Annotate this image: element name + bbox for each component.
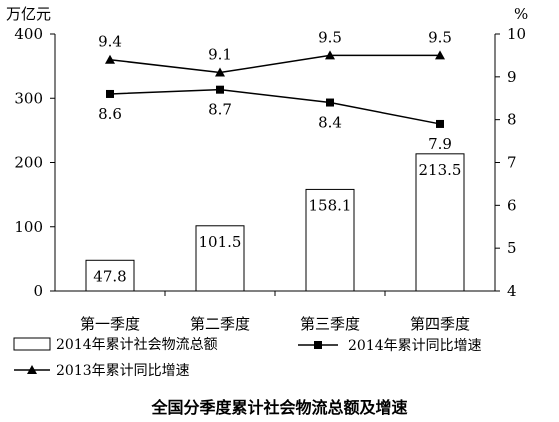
line-value-label: 9.5 xyxy=(428,28,452,46)
triangle-marker xyxy=(215,67,225,77)
category-label: 第二季度 xyxy=(190,315,250,333)
legend-bar-swatch xyxy=(13,337,51,351)
right-tick-label: 9 xyxy=(507,68,517,86)
right-tick-label: 10 xyxy=(507,25,526,43)
series-line xyxy=(109,88,441,125)
series-line xyxy=(109,54,440,74)
left-tick-label: 100 xyxy=(14,218,43,236)
triangle-marker xyxy=(105,54,115,64)
square-marker xyxy=(326,98,334,107)
left-tick-label: 200 xyxy=(14,154,43,172)
bar xyxy=(85,259,135,292)
left-tick-label: 0 xyxy=(33,282,43,300)
triangle-marker xyxy=(435,50,445,60)
line-value-label: 8.6 xyxy=(98,105,122,123)
right-tick-label: 8 xyxy=(507,111,517,129)
square-marker xyxy=(106,89,114,98)
bar-value-label: 47.8 xyxy=(93,267,126,285)
bars xyxy=(85,153,465,292)
left-tick-label: 400 xyxy=(14,25,43,43)
line-value-label: 8.4 xyxy=(318,114,342,132)
legend-2013-marker xyxy=(27,365,37,374)
square-marker xyxy=(216,85,224,94)
right-tick-label: 5 xyxy=(507,239,517,257)
line-value-label: 9.1 xyxy=(208,46,232,64)
legend-bar-label: 2014年累计社会物流总额 xyxy=(56,337,218,353)
line-value-label: 9.5 xyxy=(318,28,342,46)
bar xyxy=(195,225,245,292)
line-value-label: 8.7 xyxy=(208,101,232,119)
axes: 0 100 200 300 400 4 5 6 7 8 9 10 第一季度 第二季度 第三季度 第四季度 xyxy=(14,25,526,333)
category-label: 第四季度 xyxy=(410,315,470,333)
category-label: 第一季度 xyxy=(80,315,140,333)
square-marker xyxy=(436,119,444,128)
bar-value-label: 101.5 xyxy=(199,233,242,251)
bar-value-label: 213.5 xyxy=(419,161,462,179)
legend-2014-marker xyxy=(314,341,322,349)
category-label: 第三季度 xyxy=(300,315,360,333)
right-axis-unit: % xyxy=(514,5,528,23)
triangle-marker xyxy=(325,50,335,60)
bar-value-label: 158.1 xyxy=(309,196,352,214)
legend: 2014年累计社会物流总额 2014年累计同比增速 2013年累计同比增速 xyxy=(13,337,482,379)
legend-2013-label: 2013年累计同比增速 xyxy=(56,363,190,379)
chart-title: 全国分季度累计社会物流总额及增速 xyxy=(150,398,407,417)
data-labels: 47.8 101.5 158.1 213.5 9.4 9.1 9.5 9.5 8.6 8.7 8.4… xyxy=(93,28,461,285)
left-tick-label: 300 xyxy=(14,89,43,107)
bar xyxy=(305,188,355,292)
bar xyxy=(415,153,465,292)
line-value-label: 9.4 xyxy=(98,33,122,51)
right-tick-label: 4 xyxy=(507,282,517,300)
lines xyxy=(105,50,445,128)
line-value-label: 7.9 xyxy=(428,135,452,153)
legend-2014-label: 2014年累计同比增速 xyxy=(348,338,482,354)
right-tick-label: 6 xyxy=(507,196,517,214)
left-axis-unit: 万亿元 xyxy=(6,5,51,23)
right-tick-label: 7 xyxy=(507,154,517,172)
